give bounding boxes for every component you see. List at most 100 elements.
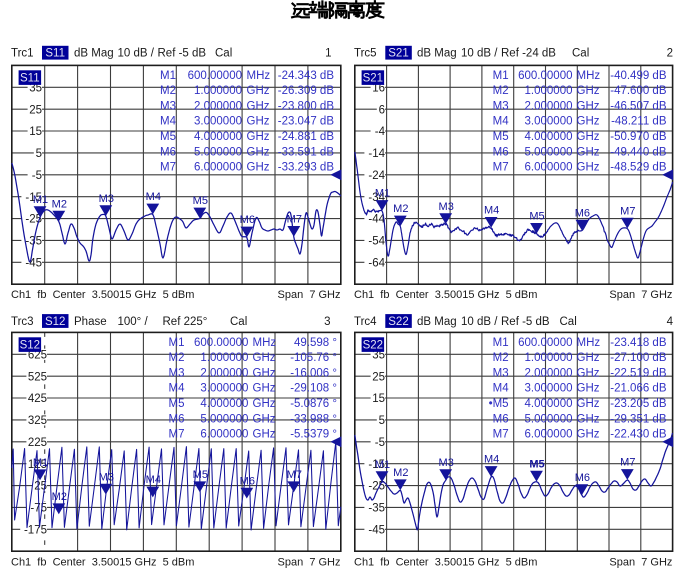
svg-text:M7: M7 xyxy=(620,205,635,217)
svg-text:GHz: GHz xyxy=(577,100,600,112)
svg-text:GHz: GHz xyxy=(247,100,270,112)
svg-text:M6: M6 xyxy=(493,413,509,425)
svg-text:M2: M2 xyxy=(393,467,408,479)
svg-text:15: 15 xyxy=(372,393,385,405)
svg-text:15: 15 xyxy=(29,126,42,138)
svg-text:Cal: Cal xyxy=(215,48,232,60)
svg-text:Ref 225°: Ref 225° xyxy=(163,316,208,328)
svg-text:49.598 °: 49.598 ° xyxy=(294,337,337,349)
svg-text:6: 6 xyxy=(379,104,385,116)
svg-text:S12: S12 xyxy=(45,316,65,328)
svg-text:M7: M7 xyxy=(287,214,302,226)
svg-text:GHz: GHz xyxy=(253,398,276,410)
svg-text:Trc4: Trc4 xyxy=(354,316,377,328)
svg-text:-23.047 dB: -23.047 dB xyxy=(278,116,335,128)
svg-text:M4: M4 xyxy=(484,205,499,217)
svg-text:1.000000: 1.000000 xyxy=(525,352,573,364)
svg-text:M1: M1 xyxy=(375,459,390,471)
svg-text:2.000000: 2.000000 xyxy=(525,367,573,379)
svg-text:M2: M2 xyxy=(493,352,509,364)
svg-text:5.000000: 5.000000 xyxy=(194,146,242,158)
svg-text:10 dB /: 10 dB / xyxy=(461,316,498,328)
svg-text:4: 4 xyxy=(667,316,674,328)
svg-text:MHz: MHz xyxy=(247,70,271,82)
svg-text:GHz: GHz xyxy=(577,131,600,143)
svg-text:-24: -24 xyxy=(368,170,385,182)
svg-text:GHz: GHz xyxy=(253,352,276,364)
svg-text:M6: M6 xyxy=(160,146,176,158)
svg-text:M7: M7 xyxy=(169,429,185,441)
svg-text:GHz: GHz xyxy=(253,383,276,395)
svg-text:-40.499 dB: -40.499 dB xyxy=(610,70,667,82)
svg-text:•M5: •M5 xyxy=(489,398,509,410)
svg-text:M5: M5 xyxy=(529,458,544,470)
svg-text:-45: -45 xyxy=(368,524,385,536)
svg-text:GHz: GHz xyxy=(577,352,600,364)
svg-text:M5: M5 xyxy=(493,131,509,143)
svg-text:600.00000: 600.00000 xyxy=(518,70,572,82)
svg-text:M6: M6 xyxy=(169,413,185,425)
svg-text:M3: M3 xyxy=(439,201,454,213)
svg-text:Span 7 GHz: Span 7 GHz xyxy=(278,556,341,568)
svg-text:-5.0876 °: -5.0876 ° xyxy=(290,398,337,410)
svg-text:M2: M2 xyxy=(493,85,509,97)
svg-text:GHz: GHz xyxy=(253,429,276,441)
svg-text:-24.881 dB: -24.881 dB xyxy=(278,131,335,143)
svg-text:Span 7 GHz: Span 7 GHz xyxy=(609,289,672,301)
svg-text:-15: -15 xyxy=(368,459,385,471)
svg-text:M2: M2 xyxy=(52,198,67,210)
svg-text:1: 1 xyxy=(325,48,331,60)
svg-text:3: 3 xyxy=(324,316,330,328)
svg-text:GHz: GHz xyxy=(247,116,270,128)
svg-text:-29.108 °: -29.108 ° xyxy=(290,383,337,395)
svg-text:-27.100 dB: -27.100 dB xyxy=(610,352,667,364)
svg-text:625: 625 xyxy=(28,349,47,361)
svg-text:GHz: GHz xyxy=(577,162,600,174)
svg-text:Trc5: Trc5 xyxy=(354,48,377,60)
svg-text:M3: M3 xyxy=(493,367,509,379)
svg-text:dB Mag: dB Mag xyxy=(74,48,114,60)
svg-text:M2: M2 xyxy=(160,85,176,97)
svg-text:Trc1: Trc1 xyxy=(11,48,34,60)
svg-text:GHz: GHz xyxy=(247,146,270,158)
svg-text:Ref -5 dB: Ref -5 dB xyxy=(158,48,207,60)
svg-text:-48.211 dB: -48.211 dB xyxy=(611,116,667,128)
svg-text:-64: -64 xyxy=(368,257,385,269)
svg-text:Phase: Phase xyxy=(74,316,107,328)
svg-text:GHz: GHz xyxy=(577,413,600,425)
svg-text:225: 225 xyxy=(28,437,47,449)
svg-text:4.000000: 4.000000 xyxy=(525,131,573,143)
svg-text:GHz: GHz xyxy=(577,429,600,441)
svg-text:5: 5 xyxy=(36,148,42,160)
svg-text:2: 2 xyxy=(667,48,673,60)
svg-text:5.000000: 5.000000 xyxy=(525,413,573,425)
svg-text:525: 525 xyxy=(28,371,47,383)
svg-text:M4: M4 xyxy=(493,383,510,395)
svg-text:S12: S12 xyxy=(20,340,40,352)
svg-text:-48.529 dB: -48.529 dB xyxy=(610,162,667,174)
svg-text:Trc3: Trc3 xyxy=(11,316,34,328)
svg-text:600.00000: 600.00000 xyxy=(194,337,248,349)
svg-text:35: 35 xyxy=(29,82,42,94)
svg-text:600.00000: 600.00000 xyxy=(518,337,572,349)
svg-text:-23.418 dB: -23.418 dB xyxy=(610,337,667,349)
svg-text:-47.600 dB: -47.600 dB xyxy=(610,85,667,97)
svg-text:M4: M4 xyxy=(160,116,177,128)
svg-text:6.000000: 6.000000 xyxy=(194,162,242,174)
svg-text:-45: -45 xyxy=(25,257,42,269)
svg-text:M1: M1 xyxy=(493,337,509,349)
svg-text:-33.988 °: -33.988 ° xyxy=(290,413,337,425)
svg-text:S21: S21 xyxy=(388,48,408,60)
svg-text:S11: S11 xyxy=(45,48,65,60)
svg-text:M7: M7 xyxy=(620,457,635,469)
svg-text:Cal: Cal xyxy=(560,316,577,328)
svg-text:6.000000: 6.000000 xyxy=(525,162,573,174)
svg-text:M5: M5 xyxy=(529,211,544,223)
svg-text:GHz: GHz xyxy=(247,131,270,143)
svg-text:M6: M6 xyxy=(240,475,255,487)
svg-text:-26.309 dB: -26.309 dB xyxy=(278,85,335,97)
svg-text:-35: -35 xyxy=(368,503,385,515)
svg-text:6.000000: 6.000000 xyxy=(200,429,248,441)
svg-text:M1: M1 xyxy=(33,457,48,469)
svg-text:M2: M2 xyxy=(169,352,185,364)
